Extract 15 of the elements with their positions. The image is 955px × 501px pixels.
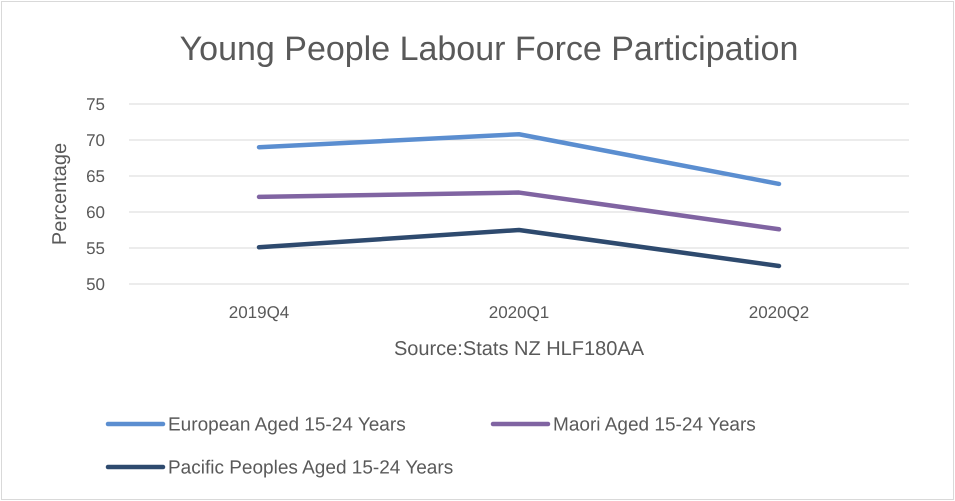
legend-label: Maori Aged 15-24 Years: [553, 414, 756, 436]
y-axis-title: Percentage: [49, 142, 71, 246]
y-tick-label: 60: [86, 202, 105, 222]
y-tick-label: 50: [86, 274, 105, 294]
chart-title: Young People Labour Force Participation: [180, 30, 798, 68]
y-tick-label: 75: [86, 94, 105, 114]
legend-label: Pacific Peoples Aged 15-24 Years: [168, 458, 454, 479]
legend-label: European Aged 15-24 Years: [168, 414, 406, 436]
x-tick-label: 2020Q2: [748, 303, 810, 322]
x-axis-title: Source:Stats NZ HLF180AA: [394, 338, 645, 360]
y-tick-label: 70: [86, 130, 105, 150]
x-tick-label: 2019Q4: [228, 303, 290, 322]
y-tick-label: 65: [86, 166, 105, 186]
x-tick-label: 2020Q1: [488, 303, 550, 322]
y-tick-label: 55: [86, 238, 105, 258]
